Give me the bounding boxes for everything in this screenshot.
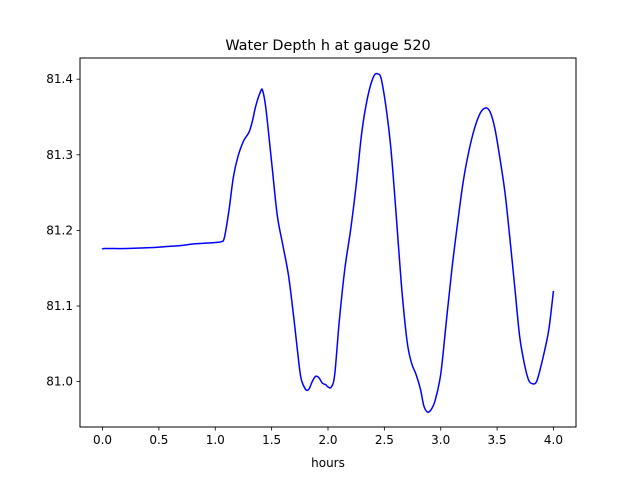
- x-tick-label: 3.0: [431, 433, 450, 447]
- series-line-0: [101, 72, 555, 413]
- series-layer: [101, 72, 555, 413]
- x-tick-label: 3.5: [488, 433, 507, 447]
- x-tick-label: 0.0: [93, 433, 112, 447]
- y-tick-label: 81.4: [46, 72, 73, 86]
- x-tick-label: 0.5: [149, 433, 168, 447]
- chart-title: Water Depth h at gauge 520: [225, 38, 430, 54]
- x-tick-label: 1.0: [206, 433, 225, 447]
- y-tick-label: 81.0: [46, 375, 73, 389]
- x-tick-label: 1.5: [262, 433, 281, 447]
- y-axis-ticks: 81.0 81.1 81.2 81.3 81.4: [46, 72, 80, 389]
- y-tick-label: 81.3: [46, 148, 73, 162]
- y-tick-label: 81.2: [46, 223, 73, 237]
- x-tick-label: 2.0: [318, 433, 337, 447]
- x-axis-ticks: 0.0 0.5 1.0 1.5 2.0 2.5 3.0 3.5 4.0: [93, 427, 563, 447]
- x-tick-label: 4.0: [544, 433, 563, 447]
- plot-frame: [79, 57, 577, 428]
- x-axis-label: hours: [311, 456, 345, 470]
- x-tick-label: 2.5: [375, 433, 394, 447]
- y-tick-label: 81.1: [46, 299, 73, 313]
